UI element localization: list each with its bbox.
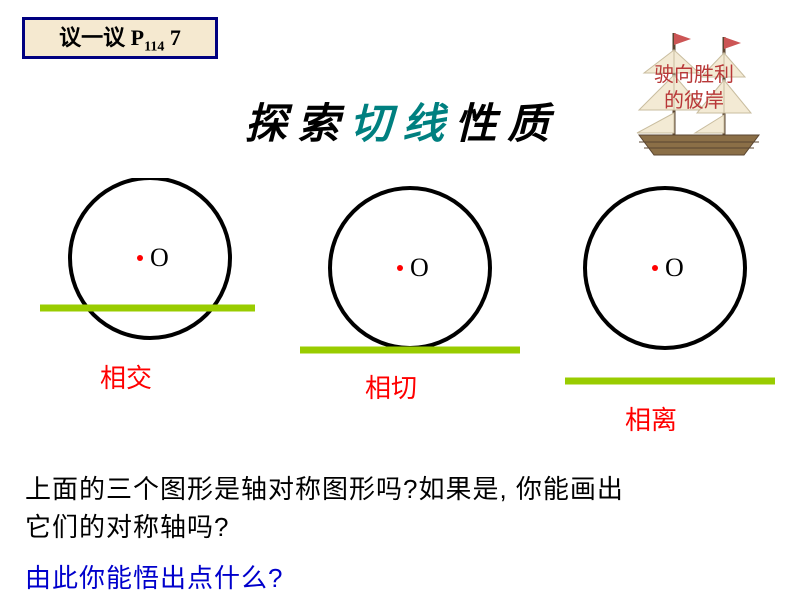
question-insight: 由此你能悟出点什么? (25, 558, 283, 595)
badge-suffix: 7 (164, 25, 181, 50)
svg-text:O: O (150, 243, 169, 272)
question1-line1: 上面的三个图形是轴对称图形吗?如果是, 你能画出 (25, 474, 624, 504)
ship-text-line1: 驶向胜利 (654, 64, 734, 86)
caption-tangent: 相切 (365, 368, 417, 405)
badge-text: 议一议 P114 7 (59, 20, 181, 55)
title-part3: 性 质 (444, 102, 549, 148)
diagram-separate: O (555, 186, 775, 426)
ship-text: 驶向胜利 的彼岸 (654, 62, 734, 114)
discuss-badge: 议一议 P114 7 (22, 17, 218, 59)
svg-text:O: O (410, 253, 429, 282)
svg-text:O: O (665, 253, 684, 282)
title-part1: 探 索 (245, 102, 350, 148)
caption-separate: 相离 (625, 400, 677, 437)
question-symmetry: 上面的三个图形是轴对称图形吗?如果是, 你能画出 它们的对称轴吗? (25, 470, 624, 546)
ship-text-line2: 的彼岸 (664, 90, 724, 112)
question1-line2: 它们的对称轴吗? (25, 512, 229, 542)
caption-intersect: 相交 (100, 358, 152, 395)
badge-prefix: 议一议 P (59, 25, 144, 50)
badge-sub: 114 (144, 40, 164, 55)
title-highlight: 切 线 (350, 102, 445, 148)
